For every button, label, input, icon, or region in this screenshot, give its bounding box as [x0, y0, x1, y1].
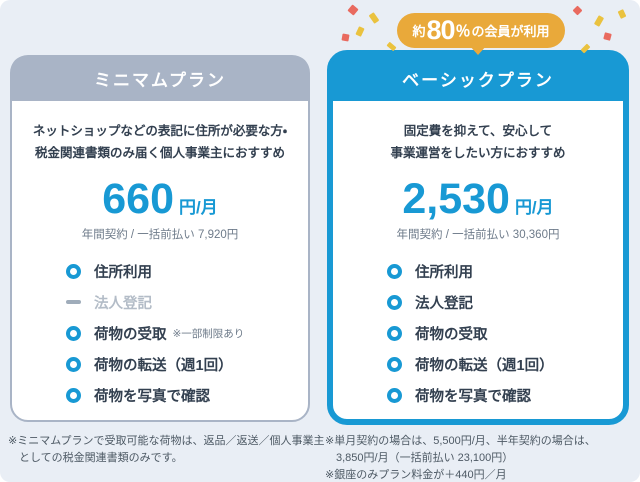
confetti-icon	[347, 4, 359, 16]
minimum-feature-address-use: 住所利用	[66, 256, 308, 287]
excluded-dash-icon	[66, 300, 81, 305]
feature-label: 荷物の転送（週1回）	[94, 357, 233, 374]
feature-label: 住所利用	[94, 264, 152, 281]
minimum-plan-title: ミニマムプラン	[94, 71, 226, 90]
badge-number: 80	[426, 15, 455, 45]
feature-label: 荷物の受取	[415, 326, 488, 343]
feature-label: 法人登記	[94, 295, 152, 312]
basic-feature-address-use: 住所利用	[387, 256, 623, 287]
usage-badge: 約 80 ％ の会員が利用	[397, 13, 565, 48]
basic-plan-description: 固定費を抑えて、安心して 事業運営をしたい方におすすめ	[339, 121, 617, 165]
minimum-plan-header: ミニマムプラン	[11, 56, 309, 101]
basic-plan-header: ベーシックプラン	[332, 55, 624, 101]
minimum-plan-price: 660 円/月	[12, 175, 308, 224]
basic-plan-price-amount: 2,530	[402, 174, 510, 223]
basic-plan-card: ベーシックプラン 固定費を抑えて、安心して 事業運営をしたい方におすすめ 2,5…	[327, 50, 629, 425]
feature-label: 荷物を写真で確認	[94, 388, 210, 405]
minimum-feature-package-receipt: 荷物の受取 ※一部制限あり	[66, 318, 308, 349]
basic-feature-package-photo-check: 荷物を写真で確認	[387, 380, 623, 411]
basic-feature-corporate-registration: 法人登記	[387, 287, 623, 318]
badge-percent: ％	[455, 23, 471, 40]
included-circle-icon	[387, 356, 402, 372]
minimum-plan-price-amount: 660	[102, 174, 174, 223]
minimum-plan-description-line2: 税金関連書類のみ届く個人事業主におすすめ	[34, 145, 285, 160]
confetti-icon	[341, 33, 350, 42]
badge-suffix: の会員が利用	[471, 24, 550, 39]
feature-label: 住所利用	[415, 264, 473, 281]
feature-label: 荷物の転送（週1回）	[415, 357, 554, 374]
feature-label: 法人登記	[415, 295, 473, 312]
basic-plan-price-note: 年間契約 / 一括前払い 30,360円	[396, 228, 560, 241]
minimum-feature-package-forwarding: 荷物の転送（週1回）	[66, 349, 308, 380]
basic-plan-price: 2,530 円/月	[333, 175, 623, 224]
feature-label: 荷物の受取	[94, 326, 167, 343]
basic-feature-package-receipt: 荷物の受取	[387, 318, 623, 349]
basic-plan-footnote: ※単月契約の場合は、5,500円/月、半年契約の場合は、 3,850円/月（一括…	[325, 433, 637, 482]
feature-label: 荷物を写真で確認	[415, 388, 531, 405]
basic-feature-package-forwarding: 荷物の転送（週1回）	[387, 349, 623, 380]
included-circle-icon	[387, 263, 402, 279]
confetti-icon	[617, 9, 627, 19]
basic-footnote-line3: ※銀座のみプラン料金が＋440円／月	[325, 469, 507, 482]
basic-footnote-line1: ※単月契約の場合は、5,500円/月、半年契約の場合は、	[325, 435, 596, 447]
included-circle-icon	[387, 325, 402, 341]
badge-prefix: 約	[412, 24, 426, 39]
included-circle-icon	[387, 294, 402, 310]
basic-plan-features: 住所利用 法人登記 荷物の受取 荷物の転送（週1回） 荷物を写真で確認	[333, 256, 623, 411]
minimum-plan-footnote: ※ミニマムプランで受取可能な荷物は、返品／返送／個人事業主としての税金関連書類の…	[8, 435, 325, 465]
confetti-icon	[572, 5, 583, 16]
included-circle-icon	[387, 387, 402, 403]
confetti-icon	[368, 12, 380, 24]
basic-footnote-line2: 3,850円/月（一括前払い 23,100円）	[336, 452, 514, 465]
basic-plan-description-line1: 固定費を抑えて、安心して	[403, 124, 553, 138]
minimum-plan-price-unit: 円/月	[179, 197, 218, 217]
minimum-plan-description-line1: ネットショップなどの表記に住所が必要な方・	[32, 124, 288, 138]
included-circle-icon	[66, 387, 81, 403]
included-circle-icon	[66, 356, 81, 372]
included-circle-icon	[66, 325, 81, 341]
minimum-plan-description: ネットショップなどの表記に住所が必要な方・ 税金関連書類のみ届く個人事業主におす…	[18, 121, 302, 165]
minimum-feature-corporate-registration: 法人登記	[66, 287, 308, 318]
included-circle-icon	[66, 263, 81, 279]
basic-plan-description-line2: 事業運営をしたい方におすすめ	[390, 145, 566, 160]
basic-plan-title: ベーシックプラン	[402, 70, 554, 90]
minimum-plan-card: ミニマムプラン ネットショップなどの表記に住所が必要な方・ 税金関連書類のみ届く…	[10, 55, 310, 422]
confetti-icon	[593, 15, 605, 27]
confetti-icon	[603, 32, 612, 41]
basic-plan-price-unit: 円/月	[514, 197, 554, 217]
minimum-feature-package-photo-check: 荷物を写真で確認	[66, 380, 308, 411]
minimum-plan-features: 住所利用 法人登記 荷物の受取 ※一部制限あり 荷物の転送（週1回） 荷物を写真…	[12, 256, 308, 411]
badge-pointer-icon	[469, 45, 487, 55]
feature-note: ※一部制限あり	[172, 327, 245, 340]
minimum-plan-price-note: 年間契約 / 一括前払い 7,920円	[81, 228, 239, 241]
confetti-icon	[355, 26, 365, 37]
